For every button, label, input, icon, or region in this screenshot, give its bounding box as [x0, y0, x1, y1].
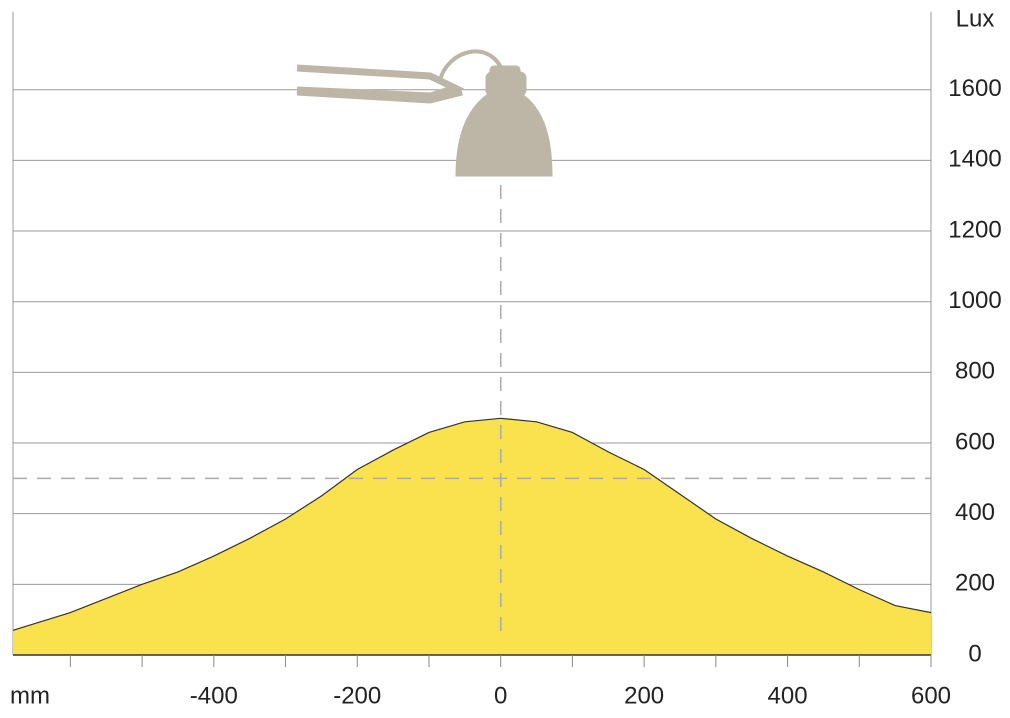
y-tick-label: 0	[968, 640, 981, 667]
lamp-icon	[297, 51, 552, 176]
y-tick-label: 1000	[948, 287, 1001, 314]
y-tick-label: 1400	[948, 146, 1001, 173]
y-tick-label: 600	[955, 428, 995, 455]
y-tick-label: 1200	[948, 216, 1001, 243]
x-tick-label: 200	[624, 682, 664, 709]
x-tick-label: -200	[333, 682, 381, 709]
plot: -400 -200 0 200 400 600	[13, 185, 951, 709]
y-tick-label: 1600	[948, 75, 1001, 102]
x-tick-label: -400	[190, 682, 238, 709]
x-tick-label: 600	[911, 682, 951, 709]
x-tick-label: 400	[768, 682, 808, 709]
y-tick-label: 400	[955, 499, 995, 526]
x-tick-label: 0	[494, 682, 507, 709]
y-tick-label: 200	[955, 570, 995, 597]
chart: 0 200 400 600 800 1000 1200 1400 1600 -400 -200 0 2…	[0, 0, 1010, 713]
x-axis-label: mm	[10, 682, 50, 709]
area	[13, 418, 931, 655]
y-tick-label: 800	[955, 358, 995, 385]
y-axis-label: Lux	[956, 5, 995, 32]
